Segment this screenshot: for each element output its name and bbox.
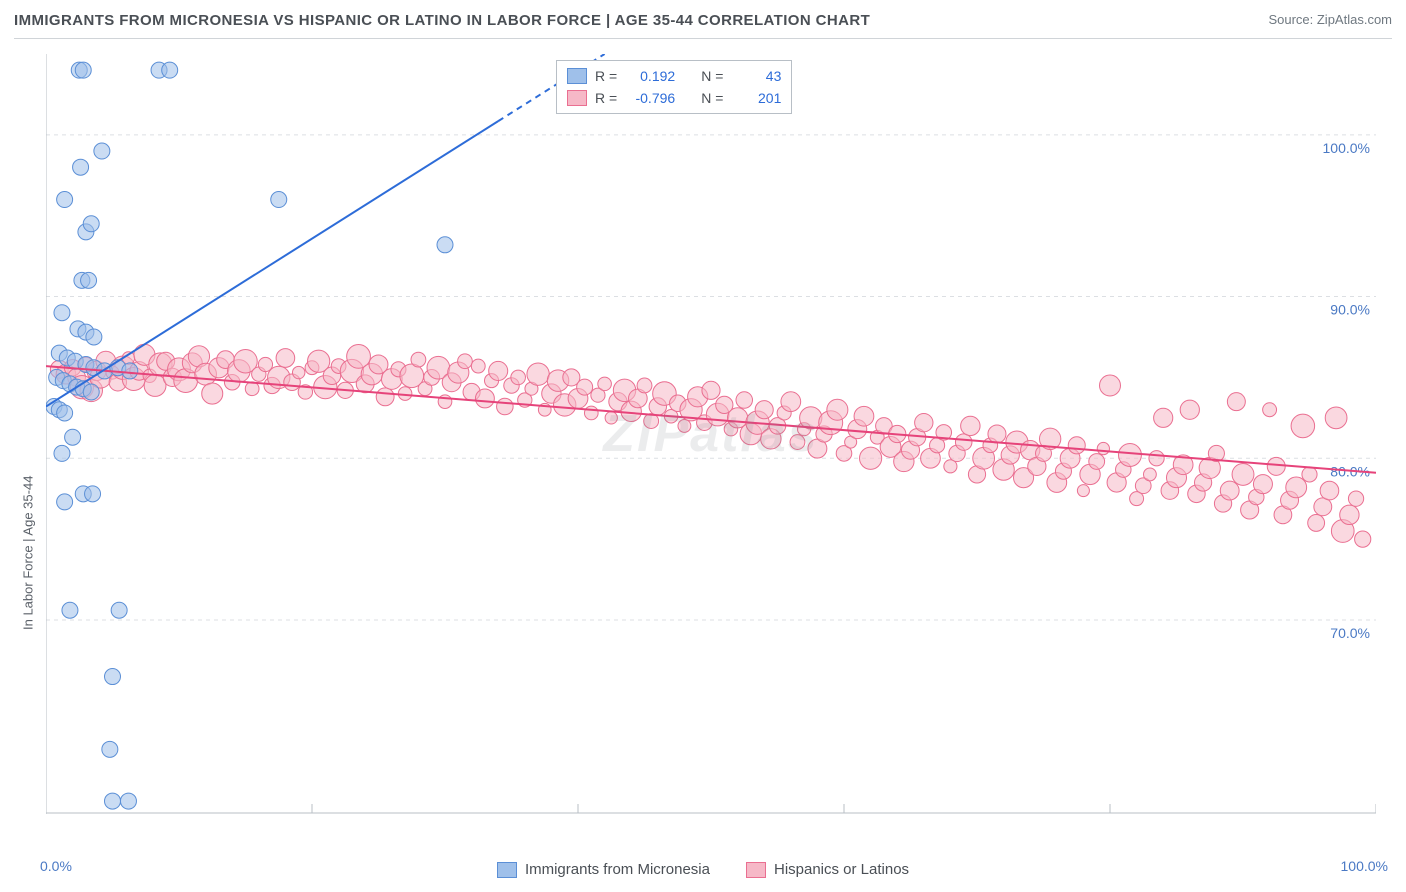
r-value-blue: 0.192: [625, 65, 675, 87]
x-tick-0: 0.0%: [40, 858, 72, 874]
x-tick-100: 100.0%: [1341, 858, 1388, 874]
n-value-blue: 43: [731, 65, 781, 87]
chart-title: IMMIGRANTS FROM MICRONESIA VS HISPANIC O…: [14, 12, 870, 29]
r-label: R =: [595, 87, 617, 109]
svg-text:70.0%: 70.0%: [1330, 625, 1370, 641]
chart-area: 70.0%80.0%90.0%100.0% ZIPatlas R = 0.192…: [46, 54, 1376, 814]
r-value-pink: -0.796: [625, 87, 675, 109]
scatter-plot: 70.0%80.0%90.0%100.0%: [46, 54, 1376, 814]
legend-item-blue: Immigrants from Micronesia: [497, 861, 710, 878]
n-label: N =: [701, 65, 723, 87]
legend-item-pink: Hispanics or Latinos: [746, 861, 909, 878]
stats-row-blue: R = 0.192 N = 43: [567, 65, 781, 87]
swatch-blue-icon: [567, 68, 587, 84]
source-label: Source: ZipAtlas.com: [1268, 12, 1392, 27]
swatch-blue-icon: [497, 862, 517, 878]
title-bar: IMMIGRANTS FROM MICRONESIA VS HISPANIC O…: [14, 12, 1392, 39]
svg-text:100.0%: 100.0%: [1323, 140, 1370, 156]
stats-row-pink: R = -0.796 N = 201: [567, 87, 781, 109]
y-axis-label: In Labor Force | Age 35-44: [21, 476, 36, 630]
r-label: R =: [595, 65, 617, 87]
stats-legend: R = 0.192 N = 43 R = -0.796 N = 201: [556, 60, 792, 114]
swatch-pink-icon: [567, 90, 587, 106]
series-legend: Immigrants from Micronesia Hispanics or …: [0, 861, 1406, 878]
svg-text:90.0%: 90.0%: [1330, 302, 1370, 318]
swatch-pink-icon: [746, 862, 766, 878]
n-value-pink: 201: [731, 87, 781, 109]
n-label: N =: [701, 87, 723, 109]
legend-label-blue: Immigrants from Micronesia: [525, 861, 710, 878]
legend-label-pink: Hispanics or Latinos: [774, 861, 909, 878]
